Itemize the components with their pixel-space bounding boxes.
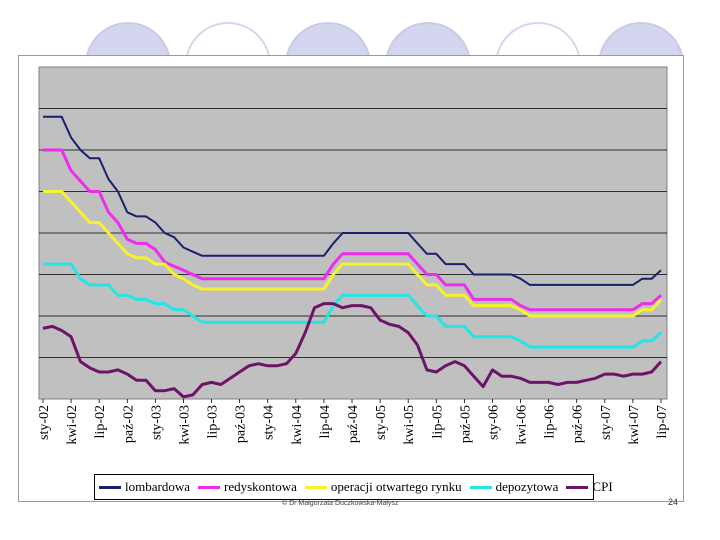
x-tick-label: paź-03 — [234, 405, 249, 443]
x-tick-label: lip-03 — [206, 405, 221, 438]
x-tick-label: lip-05 — [430, 405, 445, 438]
chart-area: sty-02 kwi-02 lip-02 paź-02 sty-03 kwi-03 lip-… — [18, 55, 684, 502]
legend-label: CPI — [592, 479, 613, 494]
series-line-redyskontowa — [43, 148, 662, 312]
series-line-operacji — [43, 190, 663, 318]
page-number: 24 — [668, 497, 679, 507]
x-tick-label: kwi-06 — [515, 405, 530, 445]
x-tick-label: paź-05 — [458, 405, 473, 443]
series-line-cpi — [42, 302, 663, 399]
chart-legend: lombardowa redyskontowa operacji otwartego… — [94, 474, 613, 500]
x-tick-label: sty-06 — [486, 405, 501, 440]
legend-item-cpi: CPI — [566, 479, 613, 495]
x-tick-label: kwi-05 — [402, 405, 417, 445]
x-tick-label: paź-02 — [121, 405, 136, 443]
x-tick-label: sty-07 — [599, 405, 614, 440]
legend-label: redyskontowa — [223, 479, 297, 494]
line-chart: sty-02 kwi-02 lip-02 paź-02 sty-03 kwi-03 lip-… — [37, 66, 670, 445]
legend-swatch — [197, 485, 220, 489]
x-tick-label: paź-04 — [346, 405, 361, 443]
x-tick-label: sty-04 — [262, 405, 277, 440]
slide-footer: © Dr Małgorzata Duczkowska-Małysz — [282, 500, 399, 507]
x-tick-label: lip-04 — [318, 405, 333, 438]
legend-item-operacji: operacji otwartego rynku — [304, 479, 462, 495]
legend-swatch — [469, 485, 492, 489]
legend-label: depozytowa — [495, 479, 559, 494]
x-tick-label: sty-03 — [149, 405, 164, 440]
legend-item-lombardowa: lombardowa — [99, 479, 190, 495]
legend-label: lombardowa — [125, 479, 190, 494]
x-tick-label: kwi-02 — [65, 405, 80, 445]
legend-swatch — [566, 485, 589, 489]
x-tick-label: lip-06 — [543, 405, 558, 438]
series-line-lombardowa — [43, 115, 662, 286]
legend-swatch — [99, 485, 121, 489]
legend-item-redyskontowa: redyskontowa — [197, 479, 297, 495]
x-tick-label: paź-06 — [571, 405, 586, 443]
x-tick-label: lip-07 — [655, 405, 670, 438]
x-tick-label: kwi-04 — [290, 405, 305, 445]
legend-label: operacji otwartego rynku — [330, 479, 462, 494]
series-line-depozytowa — [43, 262, 662, 349]
x-tick-label: sty-02 — [37, 405, 52, 440]
x-tick-label: kwi-03 — [177, 405, 192, 445]
legend-item-depozytowa: depozytowa — [469, 479, 559, 495]
legend-swatch — [304, 485, 327, 489]
x-tick-label: lip-02 — [93, 405, 108, 438]
x-tick-label: kwi-07 — [627, 405, 642, 445]
x-tick-label: sty-05 — [374, 405, 389, 440]
